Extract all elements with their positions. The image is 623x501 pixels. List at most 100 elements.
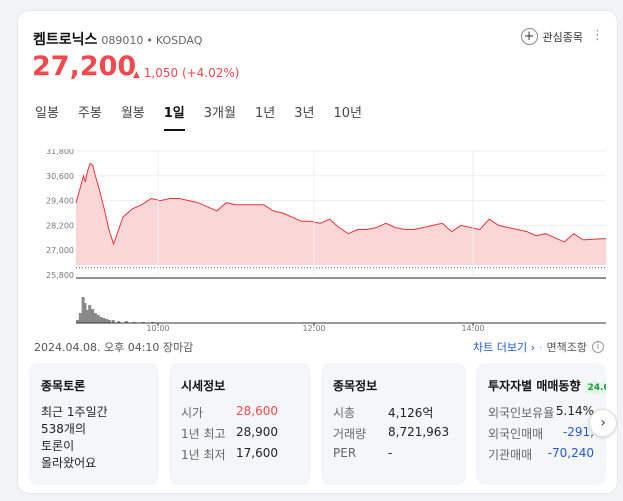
investor-row: 외국인매매 -291, — [488, 425, 594, 442]
quote-title: 시세정보 — [181, 379, 226, 393]
row-label: 기관매매 — [488, 448, 533, 462]
x-tick-label: 14:00 — [461, 324, 484, 331]
timestamp: 2024.04.08. 오후 04:10 장마감 — [34, 341, 194, 354]
y-tick-label: 31,800 — [46, 149, 74, 156]
y-tick-label: 28,200 — [46, 221, 74, 230]
change-percent: (+4.02%) — [181, 66, 240, 80]
tab-5[interactable]: 1년 — [254, 106, 276, 121]
tab-6[interactable]: 3년 — [294, 106, 315, 121]
separator-dot: • — [146, 34, 153, 47]
row-label: 거래량 — [333, 427, 367, 441]
x-tick-label: 10:00 — [146, 324, 169, 331]
current-price: 27,200 — [32, 51, 137, 82]
volume-bar — [91, 309, 95, 323]
row-label: 시가 — [181, 406, 204, 420]
row-value: -291, — [562, 425, 594, 439]
quote-panel[interactable]: 시세정보 시가 28,600 1년 최고 28,900 1년 최저 17,600 — [169, 363, 311, 485]
info-title: 종목정보 — [333, 379, 378, 393]
y-tick-label: 30,600 — [46, 172, 74, 181]
volume-bar — [96, 315, 100, 323]
y-tick-label: 29,400 — [46, 197, 74, 206]
row-value: -70,240 — [547, 446, 594, 460]
separator: · — [539, 340, 543, 354]
row-value: 5.14% — [555, 404, 594, 418]
chart-footer: 2024.04.08. 오후 04:10 장마감 차트 더보기 › · 면책조항… — [34, 339, 604, 355]
row-label: 시총 — [333, 406, 356, 420]
chart-more-link[interactable]: 차트 더보기 › — [473, 339, 535, 355]
intraday-price-chart[interactable]: 31,800 30,600 29,400 28,200 27,000 25,800 10:0… — [31, 149, 606, 331]
chart-more-label: 차트 더보기 — [473, 341, 528, 354]
info-row: PER - — [333, 446, 454, 460]
tab-7[interactable]: 10년 — [333, 106, 362, 121]
tab-3[interactable]: 1일 — [163, 102, 185, 131]
price-line — [75, 162, 606, 246]
next-panel-button[interactable]: › — [589, 409, 617, 437]
row-label: PER — [333, 446, 357, 460]
volume-bar — [76, 320, 79, 323]
quote-row: 1년 최고 28,900 — [181, 425, 299, 442]
volume-bar — [117, 321, 121, 323]
quote-row: 1년 최저 17,600 — [181, 446, 299, 463]
favorite-label: 관심종목 — [542, 30, 583, 44]
volume-bar — [83, 303, 87, 323]
investor-title-text: 투자자별 매매동향 — [488, 379, 581, 393]
tab-2[interactable]: 월봉 — [120, 106, 145, 121]
info-row: 시총 4,126억 — [333, 404, 454, 421]
forum-line: 올라왔어요 — [41, 456, 97, 470]
row-value: 17,600 — [236, 446, 278, 460]
row-value: - — [388, 446, 393, 460]
row-value: 28,900 — [236, 425, 278, 439]
row-value: 4,126억 — [388, 406, 434, 420]
disclaimer-link[interactable]: 면책조항 — [546, 341, 587, 354]
row-label: 외국인보유율 — [488, 406, 555, 420]
change-amount: 1,050 — [143, 66, 179, 80]
tab-1[interactable]: 주봉 — [77, 106, 102, 121]
info-icon[interactable]: i — [592, 341, 604, 353]
up-arrow-icon: ▲ — [133, 70, 140, 80]
chevron-right-icon: › — [530, 341, 536, 354]
volume-bar — [102, 318, 106, 323]
tab-0[interactable]: 일봉 — [35, 106, 59, 121]
forum-line: 538개의 — [41, 422, 86, 436]
row-label: 1년 최저 — [181, 448, 226, 462]
volume-bar — [99, 317, 103, 323]
add-favorite-button[interactable]: + 관심종목 — [520, 28, 583, 45]
info-row: 거래량 8,721,963 — [333, 425, 454, 442]
market-label: KOSDAQ — [155, 34, 203, 47]
summary-panels: 종목토론 최근 1주일간 538개의 토론이 올라왔어요 시세정보 시가 28,6… — [29, 363, 606, 485]
stock-code: 089010 — [101, 34, 144, 47]
volume-bar — [111, 320, 115, 323]
row-value: 8,721,963 — [388, 425, 450, 439]
forum-line: 토론이 — [41, 439, 75, 453]
volume-bar — [81, 297, 85, 323]
chevron-right-icon: › — [600, 415, 606, 431]
investor-row: 기관매매 -70,240 — [488, 446, 594, 463]
price-change: ▲ 1,050 (+4.02%) — [133, 66, 239, 80]
stock-header: 켐트로닉스 089010 • KOSDAQ — [33, 29, 202, 49]
y-tick-label: 25,800 — [46, 271, 74, 280]
date-badge: 24.04.0 — [584, 382, 606, 394]
volume-bar — [124, 321, 128, 323]
volume-bar — [93, 313, 97, 323]
forum-title: 종목토론 — [41, 379, 86, 393]
volume-bar — [88, 305, 92, 323]
stock-name[interactable]: 켐트로닉스 — [33, 32, 98, 48]
volume-bar — [107, 320, 111, 323]
volume-bar — [105, 319, 109, 323]
more-menu-icon[interactable]: ⋮ — [591, 28, 604, 43]
row-label: 1년 최고 — [181, 427, 226, 441]
y-tick-label: 27,000 — [46, 246, 74, 255]
volume-bar — [78, 313, 82, 323]
investor-row: 외국인보유율 5.14% — [488, 404, 594, 421]
volume-bar — [85, 310, 89, 323]
forum-line: 최근 1주일간 — [41, 405, 108, 419]
x-tick-label: 12:00 — [302, 324, 325, 331]
price-area — [76, 163, 606, 265]
stock-card: 켐트로닉스 089010 • KOSDAQ + 관심종목 ⋮ 27,200 ▲ … — [17, 10, 618, 494]
tab-4[interactable]: 3개월 — [203, 106, 236, 121]
forum-panel[interactable]: 종목토론 최근 1주일간 538개의 토론이 올라왔어요 — [29, 363, 159, 485]
plus-icon: + — [520, 28, 538, 45]
row-label: 외국인매매 — [488, 427, 544, 441]
info-panel[interactable]: 종목정보 시총 4,126억 거래량 8,721,963 PER - — [321, 363, 466, 485]
